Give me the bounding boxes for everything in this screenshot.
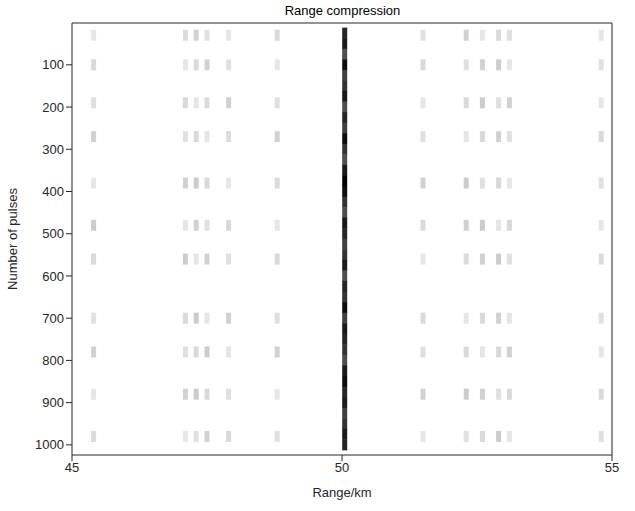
- svg-text:200: 200: [42, 100, 64, 115]
- html-text:Range compression: Range compression: [284, 3, 401, 18]
- svg-text:900: 900: [42, 395, 64, 410]
- svg-text:1000: 1000: [35, 437, 64, 452]
- svg-text:700: 700: [42, 311, 64, 326]
- svg-text:300: 300: [42, 142, 64, 157]
- svg-text:55: 55: [605, 460, 619, 475]
- svg-text:500: 500: [42, 226, 64, 241]
- svg-text:600: 600: [42, 269, 64, 284]
- svg-text:45: 45: [65, 460, 79, 475]
- svg-text:50: 50: [335, 460, 349, 475]
- svg-text:800: 800: [42, 353, 64, 368]
- svg-text:100: 100: [42, 57, 64, 72]
- svg-text:Number of pulses: Number of pulses: [5, 188, 20, 290]
- svg-text:400: 400: [42, 184, 64, 199]
- svg-text:Range/km: Range/km: [312, 485, 371, 500]
